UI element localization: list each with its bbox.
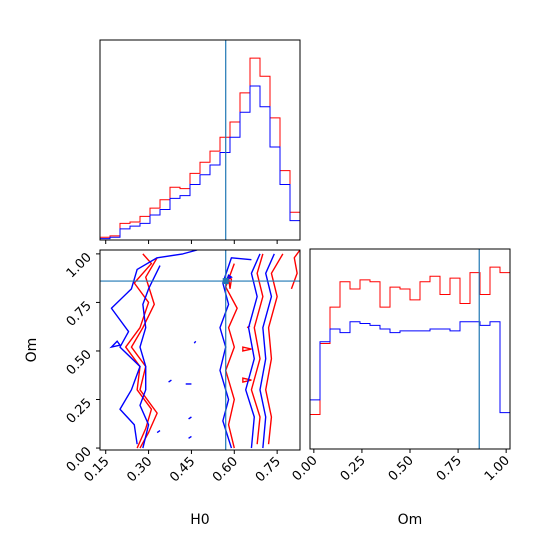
hist-step-series-2: [310, 321, 510, 449]
hist-step-series-1: [100, 57, 300, 240]
contour-line-series-1: [225, 263, 238, 449]
x-axis-label-h0: H0: [190, 512, 209, 528]
hist-step-series-2: [100, 85, 300, 240]
contour-blob-series-2: [109, 340, 122, 349]
contour-frame: [99, 249, 301, 451]
contour-line-series-1: [125, 253, 153, 449]
hist-series-group: [310, 249, 510, 449]
y-axis-label-om: Om: [24, 338, 40, 363]
contour-line-series-1: [130, 257, 158, 449]
contour-line-series-2: [259, 253, 275, 449]
contour-blob-series-2: [156, 430, 161, 434]
axis-labels: H0 Om Om: [24, 338, 422, 528]
hist-frame: [99, 39, 301, 241]
hist-h0-panel: [99, 39, 301, 244]
contour-line-series-2: [139, 265, 161, 449]
contour-blob-series-2: [193, 340, 197, 344]
contour-blob-series-2: [188, 435, 192, 439]
x-axis-label-om: Om: [398, 512, 423, 528]
contour-line-series-2: [245, 253, 261, 449]
contour-blob-series-2: [188, 416, 192, 420]
contour-blob-series-1: [242, 346, 252, 352]
contour-line-series-1: [250, 253, 264, 445]
contour-blob-series-2: [168, 379, 172, 383]
contour-group: [100, 250, 300, 450]
contour-blob-series-1: [242, 377, 252, 383]
contour-line-series-1: [265, 253, 284, 445]
contour-line-series-2: [110, 250, 198, 445]
truth-marker: [222, 278, 229, 285]
contour-blob-series-2: [225, 274, 233, 281]
hist-step-series-1: [310, 266, 510, 449]
hist-series-group: [100, 40, 300, 240]
